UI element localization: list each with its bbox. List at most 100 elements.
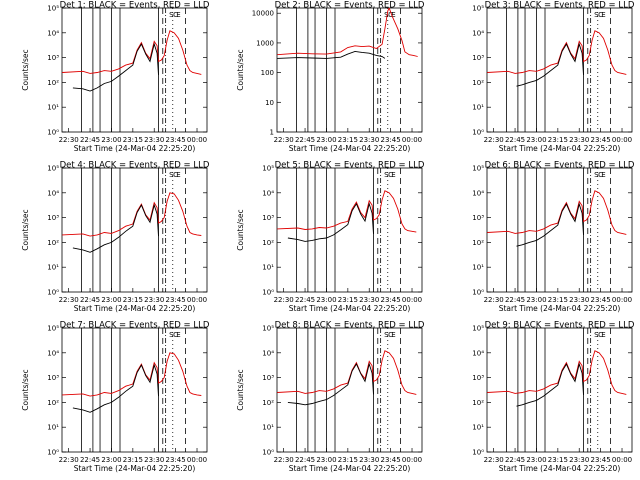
x-tick-label: 00:00 — [187, 136, 207, 144]
x-axis-label: Start Time (24-Mar-04 22:25:20) — [499, 464, 621, 473]
x-tick-label: 23:15 — [548, 296, 568, 304]
y-tick-label: 10 — [265, 99, 274, 107]
y-tick-label: 10² — [47, 79, 59, 87]
plot-frame — [276, 327, 423, 453]
series-line-red — [277, 350, 417, 395]
x-tick-label: 23:15 — [548, 136, 568, 144]
y-tick-label: 10¹ — [47, 424, 59, 432]
y-tick-label: 1000 — [256, 39, 274, 47]
y-axis-label: Counts/sec — [236, 209, 245, 250]
marker-letter: C — [388, 171, 393, 179]
x-tick-label: 22:45 — [295, 296, 315, 304]
y-axis-label: Counts/sec — [21, 49, 30, 90]
y-tick-label: 10¹ — [262, 264, 274, 272]
y-tick-label: 10¹ — [47, 104, 59, 112]
y-tick-label: 10⁰ — [262, 289, 274, 297]
y-tick-label: 1 — [270, 129, 274, 137]
y-tick-label: 10⁰ — [47, 289, 59, 297]
x-tick-label: 22:30 — [59, 456, 79, 464]
x-tick-label: 23:45 — [591, 456, 611, 464]
marker-letter: S — [594, 11, 599, 19]
marker-letter: C — [173, 331, 178, 339]
x-tick-label: 23:45 — [591, 136, 611, 144]
y-tick-label: 10⁵ — [472, 165, 484, 173]
y-tick-label: 10⁵ — [472, 325, 484, 333]
time-markers — [81, 168, 187, 292]
series-line-red — [487, 30, 627, 75]
series-line-black — [72, 363, 159, 413]
x-tick-label: 23:15 — [338, 136, 358, 144]
marker-letter: C — [598, 11, 603, 19]
marker-letter: E — [601, 171, 605, 179]
marker-letter: E — [601, 331, 605, 339]
y-tick-label: 10² — [472, 399, 484, 407]
y-tick-label: 10² — [262, 399, 274, 407]
x-tick-label: 23:30 — [569, 456, 589, 464]
x-tick-label: 22:45 — [505, 456, 525, 464]
x-axis-label: Start Time (24-Mar-04 22:25:20) — [499, 144, 621, 153]
y-tick-label: 10⁴ — [262, 189, 274, 197]
marker-letter: S — [169, 331, 174, 339]
x-tick-label: 22:45 — [505, 136, 525, 144]
y-tick-label: 10⁵ — [47, 5, 59, 13]
time-markers — [296, 8, 402, 132]
y-tick-label: 10⁴ — [47, 189, 59, 197]
y-tick-label: 10³ — [472, 54, 484, 62]
marker-letter: S — [169, 171, 174, 179]
series-line-red — [277, 190, 417, 233]
series-line-black — [72, 203, 159, 253]
y-tick-label: 10¹ — [47, 264, 59, 272]
y-tick-label: 10⁴ — [472, 29, 484, 37]
x-axis-label: Start Time (24-Mar-04 22:25:20) — [289, 144, 411, 153]
x-tick-label: 22:45 — [80, 456, 100, 464]
x-tick-label: 23:15 — [338, 456, 358, 464]
x-tick-label: 23:30 — [144, 136, 164, 144]
plot-frame — [276, 7, 423, 133]
panel-title: Det 2: BLACK = Events, RED = LLD — [275, 1, 425, 11]
x-tick-label: 00:00 — [612, 136, 632, 144]
x-tick-label: 23:30 — [569, 296, 589, 304]
panel-det-7: S CE 10⁰ 10¹ 10² 10³ 10⁴ 10⁵ 22:30 22:45 23:00 23:1… — [21, 321, 210, 474]
y-tick-label: 10² — [47, 399, 59, 407]
plot-frame — [486, 7, 633, 133]
plot-frame — [486, 327, 633, 453]
time-markers — [81, 328, 187, 452]
panel-title: Det 1: BLACK = Events, RED = LLD — [60, 1, 210, 11]
time-markers — [296, 168, 402, 292]
time-markers — [506, 8, 612, 132]
x-tick-label: 23:45 — [166, 296, 186, 304]
x-tick-label: 00:00 — [187, 456, 207, 464]
time-markers — [81, 8, 187, 132]
series-line-black — [277, 50, 386, 59]
x-tick-label: 22:30 — [484, 296, 504, 304]
x-tick-label: 23:15 — [123, 456, 143, 464]
panel-det-1: S CE 10⁰ 10¹ 10² 10³ 10⁴ 10⁵ 22:30 22:45 23:00 23:1… — [21, 1, 210, 154]
x-tick-label: 22:30 — [59, 296, 79, 304]
x-tick-label: 23:00 — [316, 296, 336, 304]
panel-det-5: S CE 10⁰ 10¹ 10² 10³ 10⁴ 10⁵ 22:30 22:45 23:00 23:1… — [236, 161, 425, 314]
x-tick-label: 22:45 — [505, 296, 525, 304]
marker-letter: E — [176, 171, 180, 179]
marker-letter: C — [388, 11, 393, 19]
y-tick-label: 10⁴ — [47, 29, 59, 37]
y-tick-label: 10³ — [472, 374, 484, 382]
x-axis-label: Start Time (24-Mar-04 22:25:20) — [289, 464, 411, 473]
x-tick-label: 22:30 — [274, 296, 294, 304]
x-tick-label: 23:15 — [123, 136, 143, 144]
x-tick-label: 23:30 — [144, 456, 164, 464]
y-tick-label: 10⁰ — [472, 449, 484, 457]
marker-letter: E — [176, 11, 180, 19]
time-markers — [296, 328, 402, 452]
x-tick-label: 23:45 — [381, 456, 401, 464]
x-tick-label: 22:45 — [80, 136, 100, 144]
y-tick-label: 10⁴ — [47, 349, 59, 357]
panel-det-3: S CE 10⁰ 10¹ 10² 10³ 10⁴ 10⁵ 22:30 22:45 23:00 23:1… — [472, 1, 635, 154]
marker-letter: E — [391, 11, 395, 19]
x-tick-label: 23:45 — [166, 136, 186, 144]
panel-det-4: S CE 10⁰ 10¹ 10² 10³ 10⁴ 10⁵ 22:30 22:45 23:00 23:1… — [21, 161, 210, 314]
x-tick-label: 22:30 — [59, 136, 79, 144]
x-tick-label: 23:00 — [526, 296, 546, 304]
series-line-black — [516, 202, 584, 247]
y-axis-label: Counts/sec — [21, 209, 30, 250]
x-axis-label: Start Time (24-Mar-04 22:25:20) — [499, 304, 621, 313]
